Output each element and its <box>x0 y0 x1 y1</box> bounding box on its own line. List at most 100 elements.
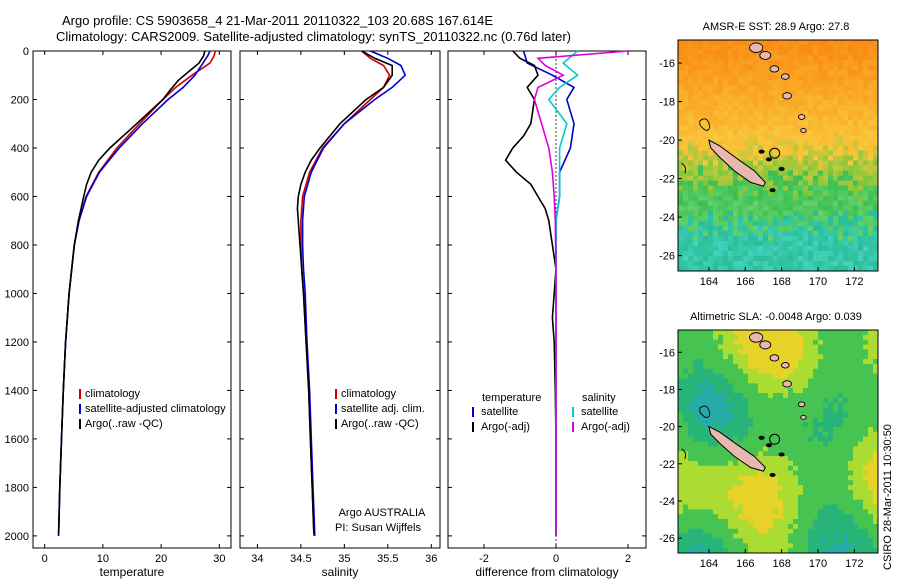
map-cell <box>743 120 749 126</box>
map-cell <box>778 180 784 187</box>
map-cell <box>798 407 804 413</box>
map-cell <box>858 436 864 442</box>
map-cell <box>678 140 684 146</box>
map-cell <box>843 130 849 136</box>
map-cell <box>838 480 844 486</box>
map-cell <box>798 45 804 51</box>
map-cell <box>733 504 739 510</box>
map-cell <box>723 344 729 350</box>
salinity-legend-label: satellite adj. clim. <box>341 403 425 415</box>
map-cell <box>743 110 749 116</box>
map-cell <box>738 70 744 76</box>
map-cell <box>753 70 759 76</box>
map-cell <box>708 359 714 365</box>
map-cell <box>838 155 844 161</box>
map-cell <box>708 230 714 237</box>
map-cell <box>728 80 734 86</box>
map-cell <box>778 426 784 433</box>
map-cell <box>753 489 759 496</box>
map-cell <box>838 90 844 96</box>
map-cell <box>678 334 684 341</box>
map-cell <box>793 368 799 375</box>
map-cell <box>738 436 744 442</box>
map-cell <box>743 250 749 257</box>
map-cell <box>778 185 784 192</box>
map-cell <box>873 140 879 146</box>
map-cell <box>733 110 739 116</box>
map-cell <box>703 441 709 447</box>
map-cell <box>803 120 809 126</box>
map-cell <box>688 470 694 476</box>
map-cell <box>848 363 854 370</box>
map-cell <box>713 504 719 510</box>
map-cell <box>728 470 734 476</box>
map-cell <box>788 330 794 336</box>
map-cell <box>783 519 789 525</box>
map-cell <box>688 412 694 418</box>
map-cell <box>863 359 869 365</box>
map-cell <box>703 431 709 438</box>
map-cell <box>703 40 709 46</box>
map-cell <box>793 489 799 496</box>
map-cell <box>838 40 844 46</box>
map-cell <box>708 235 714 242</box>
map-cell <box>763 240 769 247</box>
map-cell <box>738 393 744 399</box>
map-cell <box>868 509 874 515</box>
map-cell <box>693 95 699 101</box>
map-cell <box>718 373 724 379</box>
map-cell <box>813 85 819 91</box>
map-cell <box>763 509 769 515</box>
map-cell <box>748 407 754 413</box>
map-cell <box>693 543 699 549</box>
map-cell <box>813 349 819 355</box>
map-cell <box>798 330 804 336</box>
map-cell <box>758 354 764 360</box>
map-cell <box>723 431 729 438</box>
map-cell <box>798 514 804 520</box>
map-cell <box>823 240 829 247</box>
map-cell <box>723 368 729 375</box>
map-cell <box>818 150 824 156</box>
map-cell <box>703 388 709 394</box>
map-cell <box>683 359 689 365</box>
map-cell <box>853 110 859 116</box>
map-cell <box>788 70 794 76</box>
map-cell <box>748 446 754 452</box>
map-cell <box>723 95 729 101</box>
map-cell <box>858 165 864 171</box>
map-cell <box>853 499 859 505</box>
map-cell <box>768 363 774 370</box>
map-cell <box>743 100 749 106</box>
map-cell <box>688 100 694 106</box>
map-cell <box>763 523 769 530</box>
map-cell <box>738 220 744 227</box>
map-cell <box>698 195 704 202</box>
map-cell <box>738 55 744 61</box>
map-cell <box>838 145 844 151</box>
map-cell <box>743 260 749 267</box>
map-cell <box>828 543 834 549</box>
map-cell <box>808 354 814 360</box>
map-cell <box>693 504 699 510</box>
map-cell <box>703 460 709 467</box>
map-cell <box>693 110 699 116</box>
map-cell <box>683 383 689 389</box>
map-cell <box>828 528 834 535</box>
map-cell <box>788 255 794 262</box>
map-cell <box>703 548 709 554</box>
map-cell <box>778 334 784 341</box>
map-cell <box>758 195 764 202</box>
salinity-xtick-label: 35.5 <box>377 553 398 565</box>
map-cell <box>848 200 854 207</box>
map-cell <box>798 446 804 452</box>
map-cell <box>768 533 774 539</box>
map-cell <box>763 110 769 116</box>
map-cell <box>813 431 819 438</box>
map-cell <box>743 40 749 46</box>
map-cell <box>788 528 794 535</box>
map-cell <box>833 426 839 433</box>
map-cell <box>818 80 824 86</box>
map-cell <box>858 538 864 544</box>
map-cell <box>713 230 719 237</box>
